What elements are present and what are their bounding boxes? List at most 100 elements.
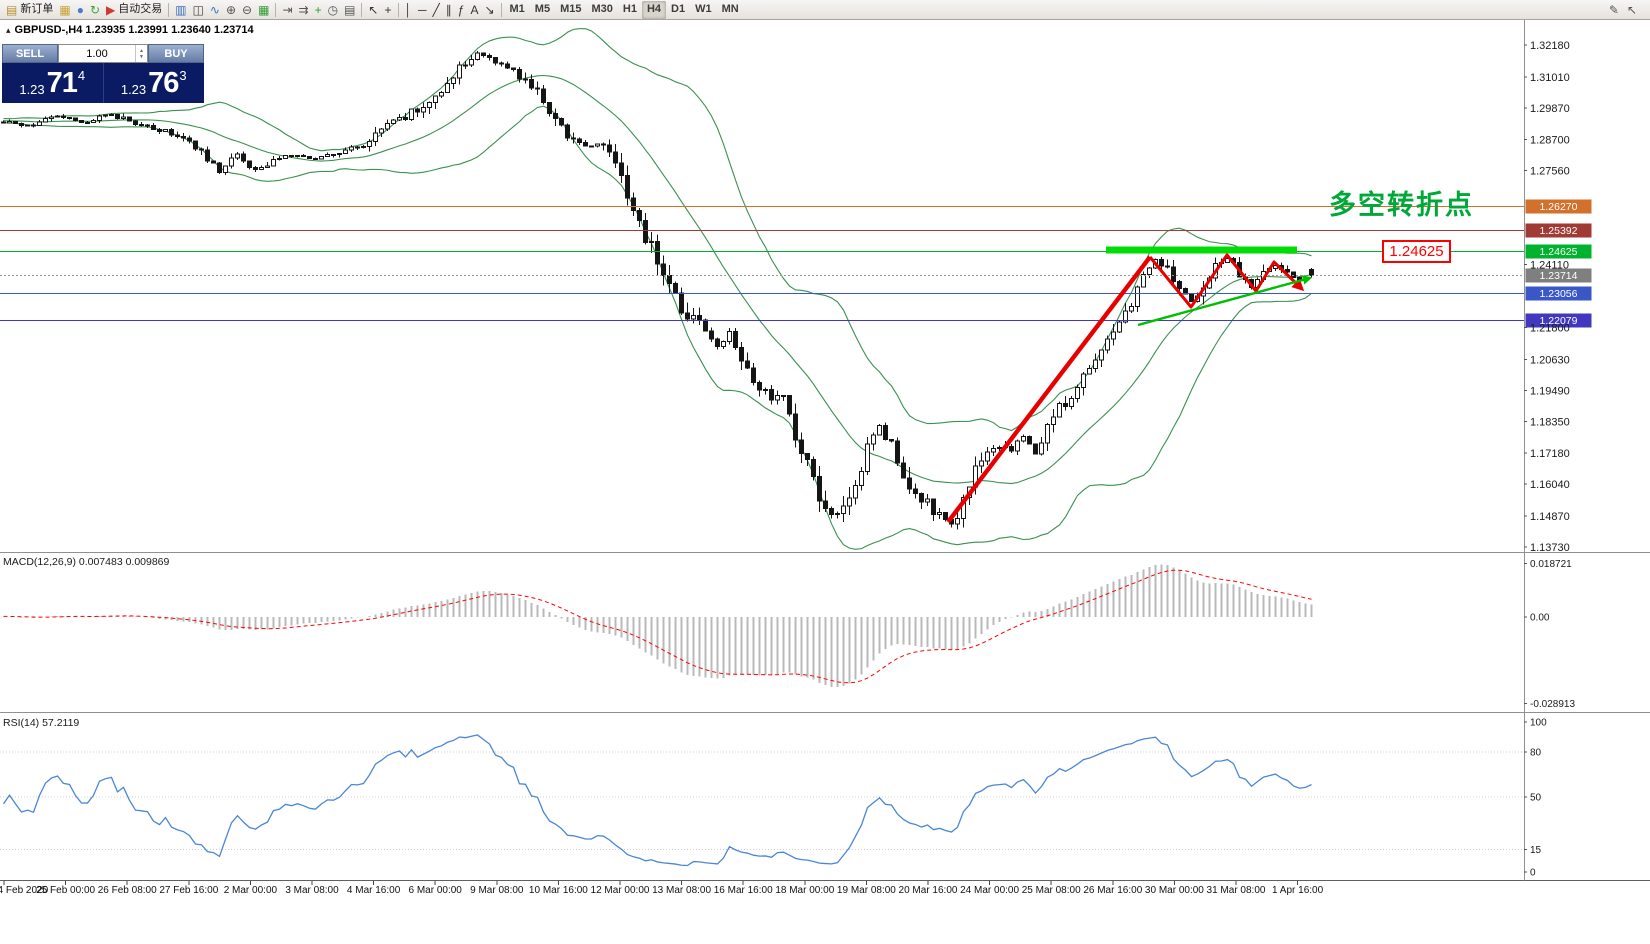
sell-button[interactable]: SELL — [2, 44, 58, 63]
sell-price-sup: 4 — [77, 68, 86, 83]
zoom-in-icon[interactable]: ⊕ — [223, 1, 239, 19]
new-order-button[interactable]: ▤ 新订单 — [3, 1, 56, 19]
bar-chart-icon[interactable]: ▥ — [172, 1, 189, 19]
price-line-label-box — [1525, 268, 1592, 283]
volume-up-icon[interactable]: ▲ — [139, 47, 144, 54]
bollinger-bands — [3, 28, 1312, 550]
time-axis-label: 25 Mar 08:00 — [1022, 885, 1081, 896]
candle — [247, 160, 252, 170]
candle — [841, 495, 846, 523]
vertical-line-icon[interactable]: │ — [402, 1, 416, 19]
price-line-label: 1.24625 — [1540, 246, 1578, 258]
bollinger-middle-band — [3, 74, 1312, 485]
refresh-icon[interactable]: ↻ — [87, 1, 103, 19]
timeframe-button-h1[interactable]: H1 — [622, 3, 637, 15]
red-zigzag-arrow[interactable] — [1148, 253, 1305, 309]
charts-window-icon[interactable]: ▦ — [56, 1, 73, 19]
horizontal-line-icon-icon: ─ — [418, 2, 427, 17]
timeframe-button-m5[interactable]: M5 — [534, 3, 551, 15]
candle — [1045, 422, 1050, 452]
add-indicator-icon[interactable]: + — [312, 1, 325, 19]
time-axis-label: 18 Mar 00:00 — [775, 885, 834, 896]
candle — [793, 403, 798, 448]
candle — [883, 422, 888, 441]
candle — [985, 447, 990, 465]
price-scale-label: 1.16040 — [1530, 479, 1570, 491]
timeframe-button-m15[interactable]: M15 — [560, 3, 582, 15]
zoom-out-icon[interactable]: ⊖ — [239, 1, 255, 19]
time-axis-label: 1 Apr 16:00 — [1272, 885, 1324, 896]
refresh-icon-icon: ↻ — [89, 2, 100, 17]
timeframe-button-h4[interactable]: H4 — [641, 0, 667, 19]
price-scale-label: 1.28700 — [1530, 135, 1570, 147]
candle — [319, 156, 324, 160]
crosshair-icon[interactable]: + — [381, 1, 394, 19]
rsi-scale-label: 50 — [1530, 793, 1542, 804]
cursor-icon-icon: ↖ — [368, 2, 379, 17]
volume-down-icon[interactable]: ▼ — [139, 53, 144, 60]
trendline-icon[interactable]: ╱ — [430, 1, 443, 19]
horizontal-line-icon[interactable]: ─ — [415, 1, 430, 19]
timeframe-button-w1[interactable]: W1 — [695, 3, 712, 15]
buy-button[interactable]: BUY — [148, 44, 204, 63]
red-trend-line[interactable] — [946, 255, 1152, 524]
candle — [181, 132, 186, 142]
sell-price-display[interactable]: 1.23 71 4 — [2, 63, 103, 103]
price-axis[interactable]: 1.32180 1.31010 1.29870 1.28700 1.27560 1.241… — [1524, 40, 1575, 879]
one-click-trading-panel: SELL 1.00 ▲ ▼ BUY 1.23 71 4 1.23 76 3 — [2, 44, 204, 103]
candle — [853, 479, 858, 505]
time-axis-label: 3 Mar 08:00 — [285, 885, 339, 896]
green-support-trendline[interactable] — [1137, 275, 1313, 327]
cursor-icon[interactable]: ↖ — [365, 1, 381, 19]
tile-windows-icon[interactable]: ▦ — [255, 1, 272, 19]
candlestick-chart-icon[interactable]: ◫ — [190, 1, 207, 19]
candle — [121, 113, 126, 120]
price-line-label: 1.23714 — [1540, 270, 1578, 282]
candle — [139, 121, 144, 127]
price-line-label: 1.23056 — [1540, 288, 1578, 300]
candle — [403, 112, 408, 121]
candle — [91, 119, 96, 124]
candle — [259, 165, 264, 171]
auto-scroll-icon[interactable]: ⇉ — [296, 1, 312, 19]
candle — [661, 255, 666, 286]
periods-icon[interactable]: ◷ — [325, 1, 341, 19]
autotrading-button[interactable]: ▶ 自动交易 — [103, 1, 165, 19]
pencil-icon[interactable]: ✎ — [1608, 2, 1619, 17]
candle — [7, 119, 12, 124]
scroll-to-end-icon[interactable]: ⇥ — [279, 1, 295, 19]
price-scale-label: 1.19490 — [1530, 385, 1570, 397]
candle — [1291, 271, 1296, 278]
candle — [25, 124, 30, 127]
timeframe-button-m30[interactable]: M30 — [591, 3, 613, 15]
timeframe-button-mn[interactable]: MN — [721, 3, 739, 15]
text-tool-icon[interactable]: A — [467, 1, 481, 19]
candle — [439, 91, 444, 99]
volume-field[interactable]: 1.00 ▲ ▼ — [58, 44, 148, 63]
line-chart-icon[interactable]: ∿ — [207, 1, 223, 19]
candle — [1027, 435, 1032, 445]
macd-scale-label: -0.028913 — [1530, 699, 1575, 710]
timeframe-button-m1[interactable]: M1 — [509, 3, 525, 15]
templates-icon[interactable]: ▤ — [341, 1, 358, 19]
volume-spinner[interactable]: ▲ ▼ — [135, 45, 147, 62]
timeframe-button-d1[interactable]: D1 — [671, 3, 686, 15]
toolbar-separator — [500, 2, 502, 17]
arrows-tool-icon[interactable]: ↘ — [481, 1, 497, 19]
auto-scroll-icon-icon: ⇉ — [298, 2, 309, 17]
profiles-icon[interactable]: ● — [74, 1, 87, 19]
equidistant-channel-icon[interactable]: ∥ — [443, 1, 455, 19]
buy-price-display[interactable]: 1.23 76 3 — [102, 63, 205, 103]
volume-value[interactable]: 1.00 — [86, 47, 108, 60]
time-axis-label: 4 Mar 16:00 — [347, 885, 401, 896]
time-axis-label: 13 Mar 08:00 — [652, 885, 711, 896]
pointer-icon[interactable]: ↖ — [1626, 2, 1637, 17]
candle — [145, 124, 150, 129]
candle — [325, 152, 330, 158]
candle — [289, 155, 294, 158]
fibonacci-icon[interactable]: ƒ — [455, 1, 468, 19]
candle — [73, 117, 78, 122]
